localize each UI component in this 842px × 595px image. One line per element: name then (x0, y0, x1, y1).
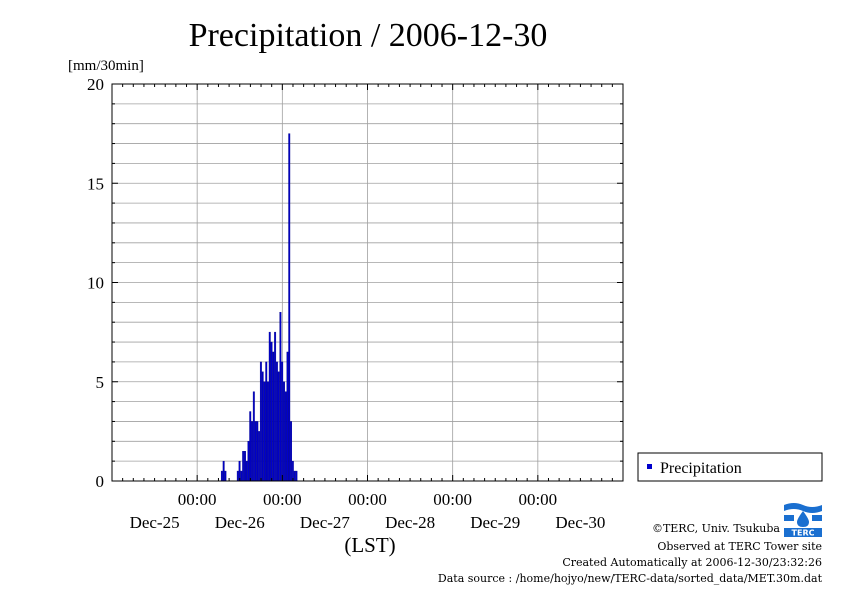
legend-box (637, 452, 823, 482)
bars (220, 133, 298, 482)
x-tick-date-label: Dec-29 (470, 513, 520, 532)
x-tick-date-label: Dec-30 (555, 513, 605, 532)
bar (288, 133, 291, 482)
x-tick-time-label: 00:00 (263, 490, 302, 509)
x-tick-time-label: 00:00 (518, 490, 557, 509)
logo-band (784, 528, 822, 537)
bar (265, 361, 268, 482)
logo-wave-icon (784, 503, 822, 513)
bar (245, 460, 248, 482)
bar (293, 470, 296, 482)
x-tick-time-label: 00:00 (433, 490, 472, 509)
x-tick-date-label: Dec-28 (385, 513, 435, 532)
bar (252, 391, 255, 482)
logo-bars-icon (784, 515, 822, 521)
legend: Precipitation (637, 452, 823, 482)
bar (270, 341, 273, 482)
logo-text: TERC (792, 529, 815, 538)
credit-source: Data source : /home/hojyo/new/TERC-data/… (438, 572, 823, 585)
legend-label: Precipitation (660, 460, 742, 477)
y-tick-label: 15 (87, 174, 104, 193)
bar (236, 470, 239, 482)
bar (254, 421, 257, 482)
bar (277, 371, 280, 482)
bar (275, 361, 278, 482)
bar (259, 361, 262, 482)
logo-drop-icon (797, 511, 809, 527)
chart-title: Precipitation / 2006-12-30 (189, 17, 548, 54)
bar (258, 431, 261, 482)
x-tick-date-label: Dec-25 (130, 513, 180, 532)
bar (224, 470, 227, 482)
bar (274, 331, 277, 482)
bar (242, 451, 245, 482)
x-tick-time-label: 00:00 (178, 490, 217, 509)
y-tick-labels: 0 5 10 15 20 (87, 75, 104, 491)
bar (220, 470, 223, 482)
bar (268, 331, 271, 482)
x-tick-labels: 00:00 Dec-25 00:00 Dec-26 00:00 Dec-27 00:00 De… (130, 490, 606, 532)
bar (256, 421, 259, 482)
y-tick-label: 20 (87, 75, 104, 94)
bar (222, 460, 225, 482)
axis-ticks (111, 83, 624, 482)
y-tick-label: 10 (87, 274, 104, 293)
bar (244, 451, 246, 482)
terc-logo: TERC (784, 503, 822, 538)
bar (284, 391, 287, 482)
credit-observed: Observed at TERC Tower site (657, 540, 822, 553)
bar (295, 470, 298, 482)
x-tick-date-label: Dec-26 (215, 513, 265, 532)
y-axis-unit-label: [mm/30min] (68, 58, 144, 74)
bar (283, 381, 285, 482)
bar (286, 351, 289, 482)
bar (251, 421, 253, 482)
y-tick-label: 5 (96, 373, 105, 392)
bar (279, 312, 282, 482)
credit-created: Created Automatically at 2006-12-30/23:3… (562, 556, 822, 569)
bar (247, 441, 250, 482)
bar (281, 361, 284, 482)
x-tick-time-label: 00:00 (348, 490, 387, 509)
bar (290, 421, 292, 482)
credit-copyright: ©TERC, Univ. Tsukuba (652, 522, 780, 535)
grid-lines (112, 84, 623, 481)
legend-swatch (647, 464, 652, 469)
bar (261, 371, 264, 482)
bar (267, 381, 269, 482)
bar (263, 381, 266, 482)
bar (249, 411, 252, 482)
x-tick-date-label: Dec-27 (300, 513, 351, 532)
bar (240, 470, 243, 482)
x-axis-label: (LST) (344, 533, 395, 557)
y-tick-label: 0 (96, 472, 105, 491)
bar (272, 351, 275, 482)
